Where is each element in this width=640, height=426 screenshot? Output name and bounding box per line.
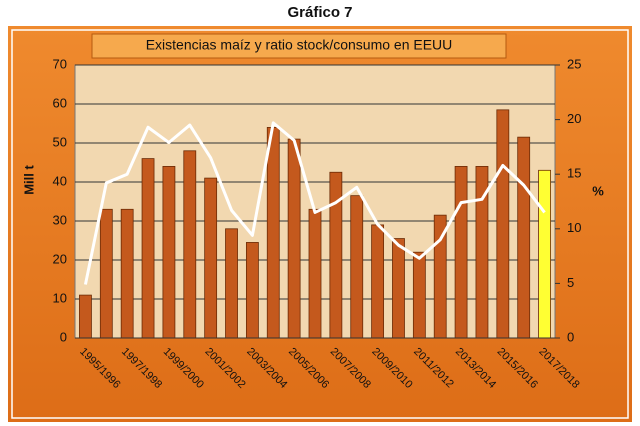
bar — [517, 136, 531, 339]
y-tick-label: 0 — [60, 329, 67, 344]
heading: Gráfico 7 — [287, 4, 352, 21]
y-tick-label: 40 — [53, 173, 67, 188]
y-tick-label: 70 — [53, 56, 67, 71]
bar — [392, 238, 405, 339]
bar — [454, 165, 468, 339]
bar — [183, 150, 197, 339]
bar — [266, 127, 280, 339]
y-tick-label: 50 — [53, 134, 67, 149]
y2-tick-label: 15 — [567, 166, 581, 181]
bar — [308, 208, 322, 339]
bar — [538, 169, 551, 339]
y2-tick-label: 5 — [567, 275, 574, 290]
bar — [245, 242, 259, 339]
bar — [79, 294, 92, 339]
y-tick-label: 30 — [53, 212, 67, 227]
y2-tick-label: 0 — [567, 329, 574, 344]
bar — [329, 171, 343, 339]
bar — [496, 109, 510, 339]
y2-axis-label: % — [592, 183, 604, 198]
bar — [120, 208, 134, 339]
bar — [371, 224, 385, 339]
y-tick-label: 60 — [53, 95, 67, 110]
bar — [412, 251, 426, 339]
bar — [99, 208, 113, 339]
ratio-line — [83, 121, 546, 285]
chart-title: Existencias maíz y ratio stock/consumo e… — [146, 37, 453, 53]
bar — [350, 195, 364, 339]
bar — [225, 228, 238, 339]
bar — [141, 158, 155, 339]
title-box — [91, 33, 507, 59]
bar — [287, 138, 301, 339]
chart-border — [11, 29, 629, 419]
bar — [162, 165, 176, 339]
bar — [204, 177, 218, 339]
y-tick-label: 10 — [53, 290, 67, 305]
y2-tick-label: 25 — [567, 56, 581, 71]
y2-tick-label: 10 — [567, 220, 581, 235]
y2-tick-label: 20 — [567, 111, 581, 126]
y-axis-label: Mill t — [21, 165, 36, 195]
y-tick-label: 20 — [53, 251, 67, 266]
